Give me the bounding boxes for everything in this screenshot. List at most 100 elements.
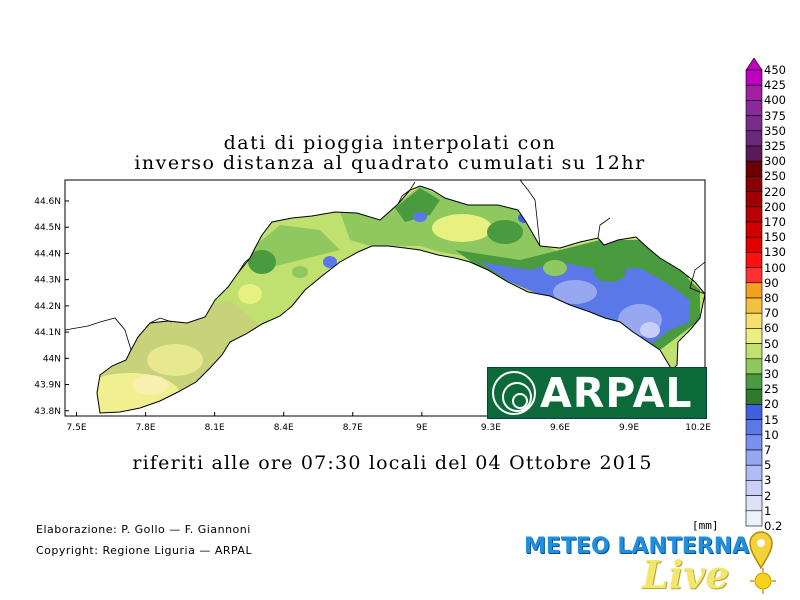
colorbar-swatch — [745, 84, 763, 101]
x-tick-label: 9.6E — [550, 423, 570, 433]
elaboration-credit: Elaborazione: P. Gollo — F. Giannoni — [36, 523, 251, 536]
x-tick-label: 9.3E — [481, 423, 501, 433]
colorbar-swatch — [745, 252, 763, 268]
colorbar-label: 100 — [764, 260, 786, 275]
colorbar-label: 2 — [764, 488, 772, 503]
copyright-credit: Copyright: Regione Liguria — ARPAL — [36, 544, 253, 557]
x-tick-label: 9.9E — [619, 423, 639, 433]
colorbar-label: 170 — [764, 215, 786, 229]
colorbar-swatch — [745, 480, 763, 496]
colorbar-label: 325 — [764, 139, 786, 153]
colorbar-label: 150 — [764, 230, 786, 245]
colorbar-swatch — [745, 373, 763, 390]
chart-title-line2: inverso distanza al quadrato cumulati su… — [134, 152, 646, 174]
meteo-lanterna-wordmark: METEO LANTERNA — [524, 534, 750, 559]
location-pin-icon — [749, 531, 773, 570]
colorbar-swatch — [745, 510, 763, 527]
colorbar-swatch — [745, 160, 763, 177]
x-tick-label: 7.5E — [67, 423, 87, 433]
y-tick-label: 43.8N — [34, 407, 61, 417]
colorbar-label: 220 — [764, 184, 786, 199]
x-tick-label: 8.1E — [205, 423, 225, 433]
x-tick-label: 9E — [416, 423, 428, 433]
colorbar-label: 3 — [764, 473, 772, 488]
colorbar-swatch — [745, 464, 763, 481]
colorbar-swatch — [745, 297, 763, 314]
y-tick-label: 44.3N — [34, 276, 61, 286]
map-frame — [64, 179, 706, 417]
arpal-emblem-icon — [492, 371, 536, 415]
y-tick-label: 44.6N — [34, 197, 61, 207]
y-axis: 44.6N 44.5N 44.4N 44.3N 44.2N 44.1N 44N 43.9N 43… — [34, 197, 69, 417]
sun-icon — [750, 568, 776, 594]
colorbar-label: 350 — [764, 123, 786, 138]
x-tick-label: 7.8E — [136, 423, 156, 433]
colorbar-label: 25 — [764, 382, 779, 397]
colorbar-label: 200 — [764, 199, 786, 214]
colorbar-label: 250 — [764, 169, 786, 184]
colorbar-label: 70 — [764, 306, 779, 321]
colorbar-label: 60 — [764, 321, 779, 336]
colorbar-label: 50 — [764, 336, 779, 351]
colorbar-label: 450 — [764, 63, 786, 77]
chart-subtitle: riferiti alle ore 07:30 locali del 04 Ot… — [132, 452, 653, 474]
x-tick-label: 8.4E — [274, 423, 294, 433]
colorbar-swatch — [745, 100, 763, 116]
colorbar-swatch — [745, 358, 763, 375]
colorbar-label: 130 — [764, 245, 786, 260]
colorbar-arrow-icon — [745, 58, 763, 71]
arpal-logo: ARPAL — [487, 367, 707, 419]
colorbar-label: 300 — [764, 154, 786, 169]
colorbar-label: 40 — [764, 351, 779, 366]
colorbar-swatch — [745, 176, 763, 192]
colorbar-label: 15 — [764, 412, 779, 427]
colorbar-swatch — [745, 388, 763, 405]
colorbar-swatch — [745, 343, 763, 360]
colorbar-swatch — [745, 191, 763, 208]
chart-title-line1: dati di pioggia interpolati con — [223, 132, 557, 154]
colorbar-label: 90 — [764, 275, 779, 290]
colorbar-swatch — [745, 312, 763, 329]
colorbar-label: 80 — [764, 291, 779, 305]
colorbar-swatch — [745, 69, 763, 86]
colorbar-label: 0.2 — [764, 519, 783, 533]
colorbar-swatch — [745, 206, 763, 223]
y-tick-label: 44.1N — [34, 328, 61, 338]
colorbar-swatch — [745, 221, 763, 238]
colorbar-swatch — [745, 495, 763, 512]
colorbar-swatch — [745, 267, 763, 284]
colorbar-label: 30 — [764, 367, 779, 381]
x-tick-label: 10.2E — [685, 423, 711, 433]
colorbar-swatch — [745, 328, 763, 344]
meteo-lanterna-live: Live — [642, 552, 730, 597]
colorbar-swatch — [745, 145, 763, 162]
colorbar — [745, 58, 763, 527]
x-axis: 7.5E 7.8E 8.1E 8.4E 8.7E 9E 9.3E 9.6E 9.9E 10.2E — [67, 412, 711, 433]
border-lines — [65, 180, 705, 351]
colorbar-unit: [mm] — [692, 519, 719, 532]
x-tick-label: 8.7E — [343, 423, 363, 433]
colorbar-label: 425 — [764, 78, 786, 93]
colorbar-swatch — [745, 282, 763, 299]
colorbar-label: 1 — [764, 503, 772, 518]
colorbar-label: 375 — [764, 108, 786, 123]
colorbar-label: 400 — [764, 93, 786, 108]
colorbar-swatch — [745, 419, 763, 436]
colorbar-label: 7 — [764, 443, 772, 457]
colorbar-swatch — [745, 236, 763, 253]
arpal-wordmark: ARPAL — [540, 369, 693, 417]
colorbar-swatch — [745, 130, 763, 147]
y-tick-label: 44.5N — [34, 223, 61, 233]
colorbar-swatch — [745, 404, 763, 420]
y-tick-label: 44.4N — [34, 249, 61, 259]
y-tick-label: 44.2N — [34, 302, 61, 312]
colorbar-label: 5 — [764, 458, 772, 473]
colorbar-label: 20 — [764, 397, 779, 412]
colorbar-swatch — [745, 434, 763, 451]
y-tick-label: 44N — [43, 354, 61, 364]
colorbar-swatch — [745, 449, 763, 466]
meteo-lanterna-logo: METEO LANTERNA Live — [524, 530, 794, 597]
colorbar-swatch — [745, 115, 763, 132]
colorbar-label: 10 — [764, 427, 779, 442]
